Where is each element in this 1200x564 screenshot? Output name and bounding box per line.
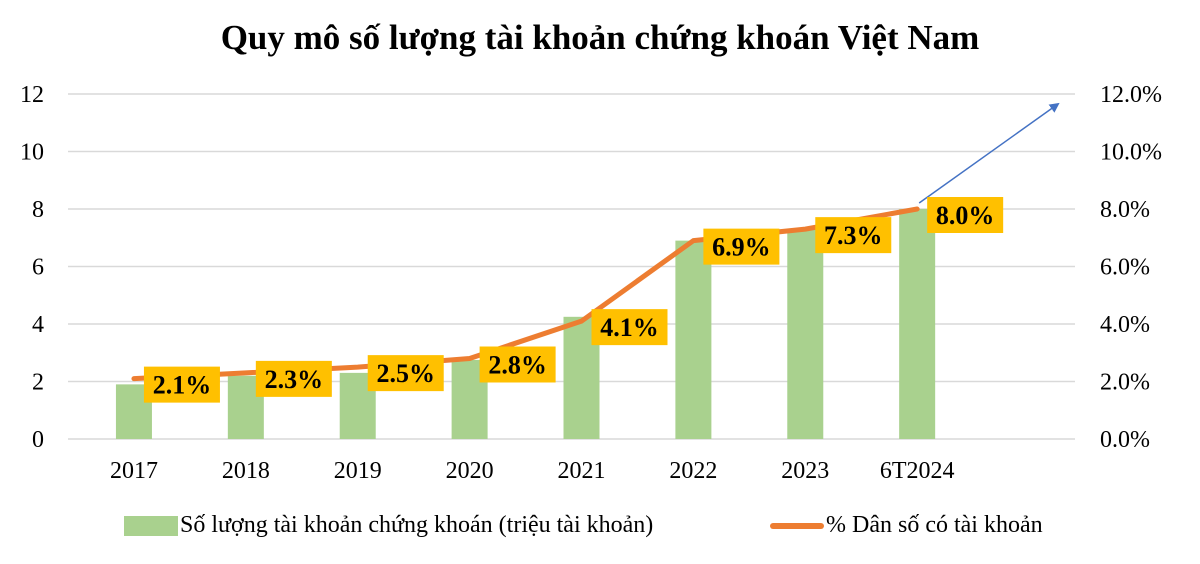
data-label: 4.1% bbox=[600, 313, 659, 342]
data-label: 7.3% bbox=[824, 221, 883, 250]
data-label-box bbox=[591, 309, 668, 346]
data-label: 2.1% bbox=[153, 371, 212, 400]
y-right-tick-label: 6.0% bbox=[1100, 255, 1150, 281]
chart-title: Quy mô số lượng tài khoản chứng khoán Vi… bbox=[220, 18, 980, 57]
y-left-tick-label: 8 bbox=[32, 197, 44, 223]
y-left-tick-label: 2 bbox=[32, 370, 44, 396]
data-label-box bbox=[703, 228, 780, 265]
y-right-tick-label: 12.0% bbox=[1100, 82, 1162, 108]
data-label-box bbox=[143, 366, 220, 403]
x-tick-label: 2019 bbox=[334, 458, 382, 484]
y-left-tick-label: 10 bbox=[20, 140, 44, 166]
data-label: 2.5% bbox=[376, 359, 435, 388]
x-tick-label: 2021 bbox=[558, 458, 606, 484]
legend-label-bar-series: Số lượng tài khoản chứng khoán (triệu tà… bbox=[180, 512, 654, 538]
data-label-box bbox=[367, 355, 444, 392]
x-tick-label: 2018 bbox=[222, 458, 270, 484]
y-left-tick-label: 12 bbox=[20, 82, 44, 108]
y-right-tick-label: 4.0% bbox=[1100, 312, 1150, 338]
x-tick-label: 2017 bbox=[110, 458, 158, 484]
y-right-tick-label: 8.0% bbox=[1100, 197, 1150, 223]
y-right-tick-label: 0.0% bbox=[1100, 427, 1150, 453]
bar bbox=[899, 209, 936, 439]
data-label-box bbox=[815, 217, 892, 254]
bar bbox=[675, 240, 712, 439]
y-left-tick-label: 4 bbox=[32, 312, 44, 338]
legend-item-bar-series: Số lượng tài khoản chứng khoán (triệu tà… bbox=[124, 512, 653, 539]
data-label-box bbox=[479, 346, 556, 383]
legend-label-line-series: % Dân số có tài khoản bbox=[826, 512, 1043, 538]
x-tick-label: 6T2024 bbox=[880, 458, 955, 484]
bar bbox=[787, 229, 824, 439]
y-left-tick-label: 0 bbox=[32, 427, 44, 453]
x-tick-label: 2022 bbox=[669, 458, 717, 484]
data-label-box bbox=[927, 197, 1004, 233]
y-left-tick-label: 6 bbox=[32, 255, 44, 281]
trend-arrow bbox=[918, 102, 1060, 204]
legend-item-line-series: % Dân số có tài khoản bbox=[770, 512, 1043, 539]
data-label: 6.9% bbox=[712, 233, 771, 262]
data-label: 2.8% bbox=[488, 351, 547, 380]
x-tick-label: 2020 bbox=[446, 458, 494, 484]
data-label: 8.0% bbox=[936, 201, 995, 230]
y-right-tick-label: 2.0% bbox=[1100, 370, 1150, 396]
y-right-tick-label: 10.0% bbox=[1100, 140, 1162, 166]
x-tick-label: 2023 bbox=[781, 458, 829, 484]
legend-swatch-line bbox=[770, 522, 824, 529]
data-label-box bbox=[255, 360, 332, 397]
data-label: 2.3% bbox=[265, 365, 324, 394]
legend-swatch-bar bbox=[124, 515, 178, 536]
